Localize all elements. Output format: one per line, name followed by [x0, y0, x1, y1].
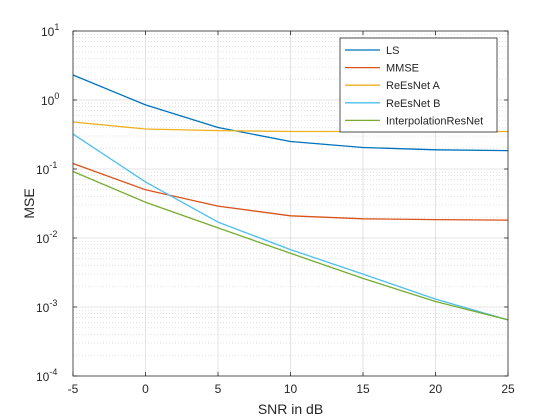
x-tick-label: 10	[284, 382, 298, 396]
x-tick-label: 20	[429, 382, 443, 396]
y-tick-exponent: -1	[49, 160, 57, 170]
x-tick-label: 25	[501, 382, 515, 396]
x-tick-label: 0	[142, 382, 149, 396]
y-tick-exponent: -3	[49, 298, 57, 308]
legend-label: InterpolationResNet	[386, 115, 483, 127]
legend-label: ReEsNet A	[386, 80, 440, 92]
series-line-ls	[72, 74, 509, 152]
x-axis-ticks: -5 0 5 10 15 20 25	[68, 31, 515, 396]
y-tick-exponent: 1	[54, 22, 59, 32]
series-line-reesnet-b	[72, 133, 509, 321]
x-tick-label: 15	[356, 382, 370, 396]
y-tick-exponent: -4	[49, 367, 57, 377]
y-tick-exponent: -2	[49, 229, 57, 239]
legend: LS MMSE ReEsNet A ReEsNet B InterpolationRes…	[339, 37, 498, 133]
series-lines	[72, 74, 509, 321]
legend-label: LS	[386, 45, 399, 57]
series-line-mmse	[72, 162, 509, 221]
legend-label: MMSE	[386, 63, 419, 75]
y-tick-exponent: 0	[54, 91, 59, 101]
y-axis-label: MSE	[21, 188, 37, 218]
x-axis-label: SNR in dB	[258, 401, 323, 417]
legend-label: ReEsNet B	[386, 98, 440, 110]
x-tick-label: -5	[68, 382, 79, 396]
x-tick-label: 5	[215, 382, 222, 396]
series-line-interpolationresnet	[72, 170, 509, 321]
